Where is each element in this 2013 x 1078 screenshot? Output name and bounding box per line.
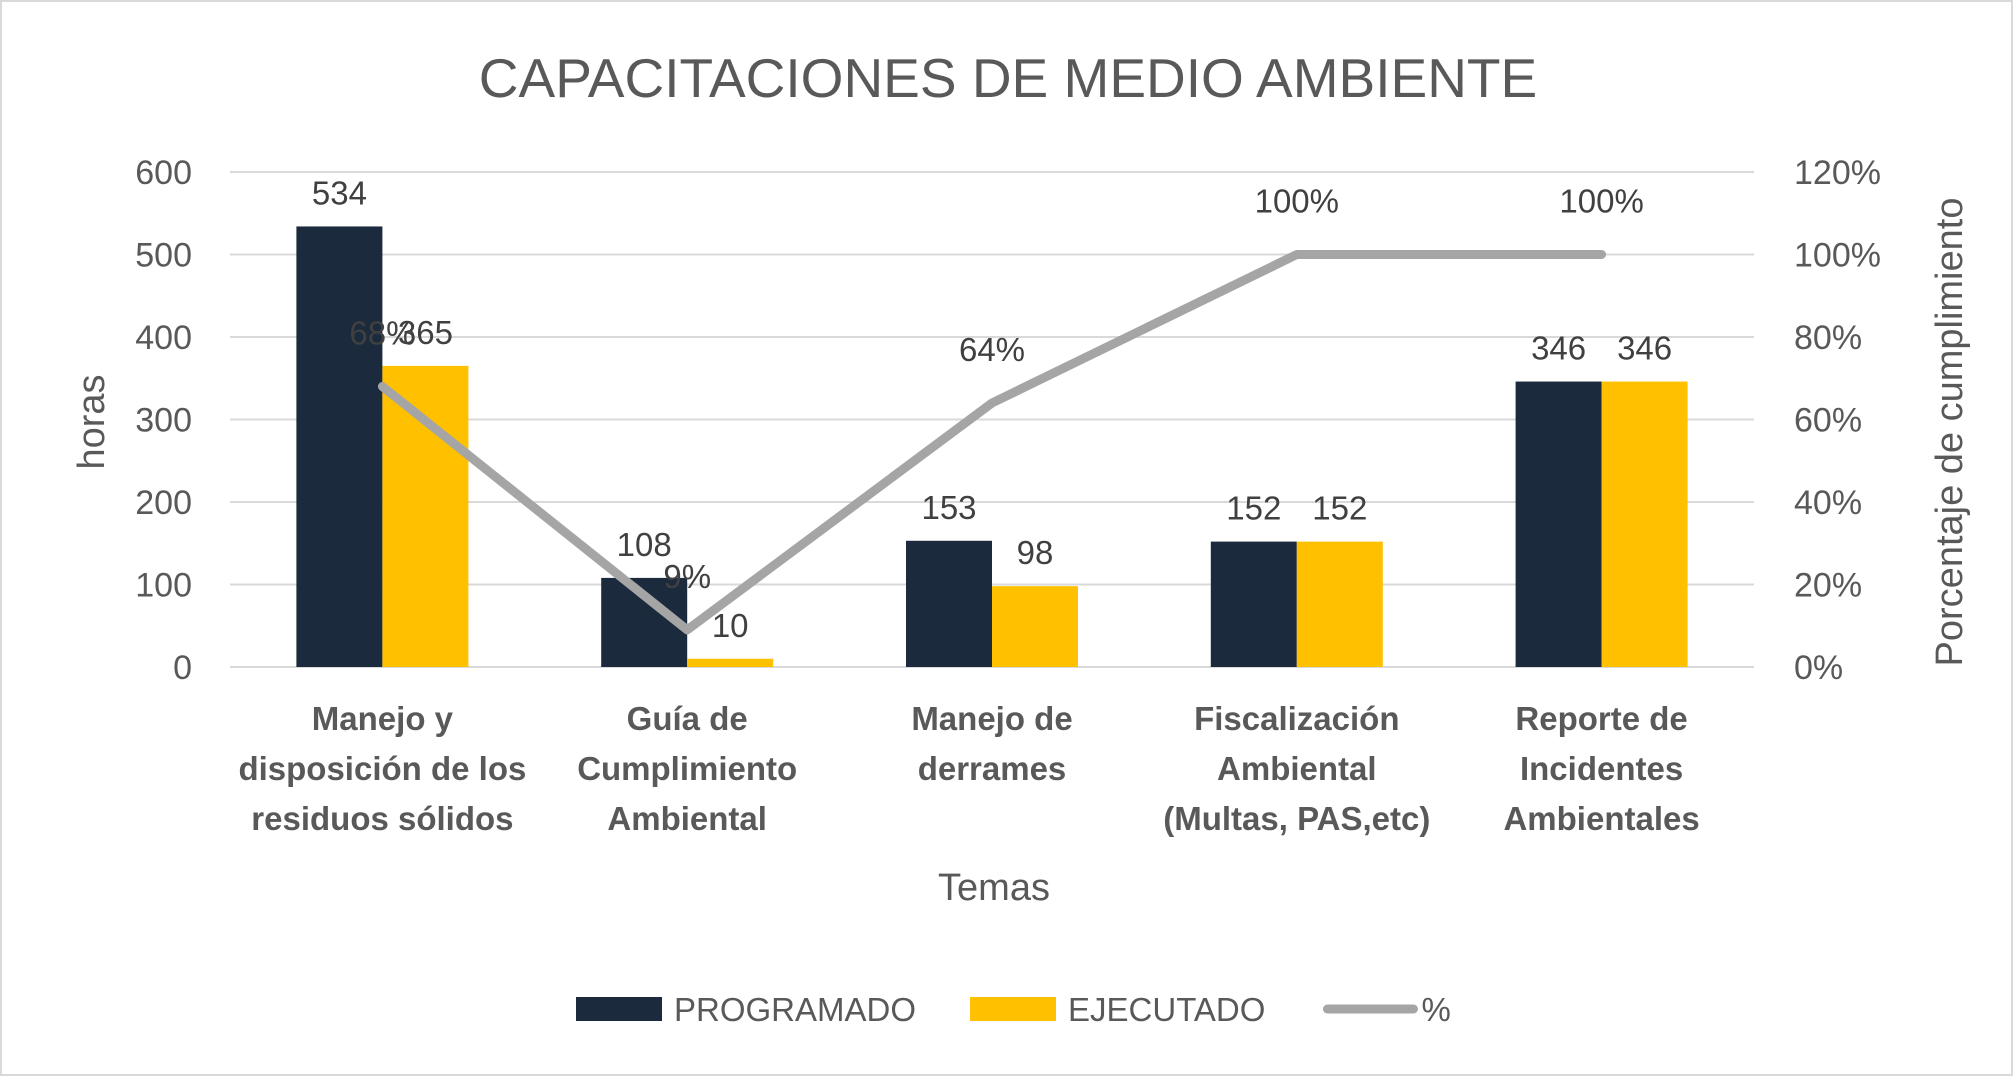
bar-value-label: 534 xyxy=(312,174,367,211)
data-labels: 534 108 153 152 346 365 10 98 152 346 68% 9% 64% 100%… xyxy=(312,174,1672,643)
bar-ejecutado xyxy=(992,586,1078,667)
bar-value-label: 153 xyxy=(921,489,976,526)
category-label-line: Ambiental xyxy=(1217,750,1377,787)
y2-tick-label: 20% xyxy=(1794,567,1862,605)
category-label-line: Manejo de xyxy=(911,700,1072,737)
y-tick-label: 300 xyxy=(135,402,192,440)
bar-programado xyxy=(906,540,992,667)
y-tick-label: 100 xyxy=(135,567,192,605)
line-series xyxy=(377,250,1607,635)
legend-swatch xyxy=(970,997,1057,1021)
y-tick-label: 600 xyxy=(135,154,192,192)
bar-ejecutado xyxy=(687,658,774,667)
legend-label: EJECUTADO xyxy=(1068,991,1265,1028)
category-label-line: Cumplimiento xyxy=(577,750,797,787)
line-point xyxy=(381,385,384,388)
bar-ejecutado xyxy=(1296,541,1383,667)
category-label: Fiscalización Ambiental (Multas, PAS,etc) xyxy=(1163,700,1430,837)
category-labels: Manejo y disposición de los residuos sólid… xyxy=(238,700,1699,837)
bar-value-label: 108 xyxy=(617,526,672,563)
line-value-label: 64% xyxy=(959,331,1025,368)
bar-value-label: 152 xyxy=(1226,490,1281,527)
legend: PROGRAMADO EJECUTADO% xyxy=(576,991,1451,1028)
legend-label: PROGRAMADO xyxy=(674,991,916,1028)
legend-label: % xyxy=(1421,991,1450,1028)
category-label-line: Fiscalización xyxy=(1194,700,1399,737)
gridlines xyxy=(230,171,1754,668)
bar-ejecutado xyxy=(1601,381,1688,667)
y2-tick-label: 120% xyxy=(1794,154,1881,192)
category-label-line: Manejo y xyxy=(312,700,454,737)
bar-value-label: 365 xyxy=(398,314,453,351)
line-point xyxy=(1600,253,1603,256)
line-point xyxy=(686,628,689,631)
x-axis-title: Temas xyxy=(938,867,1050,909)
category-label-line: disposición de los xyxy=(238,750,526,787)
y-axis-title: horas xyxy=(71,374,113,469)
bar-series xyxy=(296,226,1688,667)
category-label-line: Incidentes xyxy=(1520,750,1683,787)
line-point xyxy=(1295,253,1298,256)
bar-programado xyxy=(296,226,383,667)
line-point xyxy=(991,402,993,404)
chart-title: CAPACITACIONES DE MEDIO AMBIENTE xyxy=(479,47,1537,109)
bar-programado xyxy=(1515,381,1602,667)
bar-value-label: 346 xyxy=(1531,330,1586,367)
y-tick-label: 200 xyxy=(135,484,192,522)
category-label-line: Ambiental xyxy=(607,800,767,837)
y2-axis-title: Porcentaje de cumplimiento xyxy=(1929,198,1971,667)
y-tick-label: 400 xyxy=(135,319,192,357)
category-label-line: Reporte de xyxy=(1515,700,1687,737)
y2-tick-label: 80% xyxy=(1794,319,1862,357)
category-label-line: derrames xyxy=(918,750,1067,787)
category-label: Manejo de derrames xyxy=(911,700,1072,787)
category-label-line: residuos sólidos xyxy=(251,800,513,837)
bar-ejecutado xyxy=(382,365,469,667)
line-value-label: 68% xyxy=(349,315,415,352)
line-value-label: 9% xyxy=(663,558,711,595)
category-label-line: Ambientales xyxy=(1503,800,1699,837)
bar-programado xyxy=(1210,541,1297,667)
bar-value-label: 346 xyxy=(1617,330,1672,367)
line-value-label: 100% xyxy=(1255,183,1339,220)
category-label: Manejo y disposición de los residuos sólid… xyxy=(238,700,526,837)
category-label: Guía de Cumplimiento Ambiental xyxy=(577,700,797,837)
y2-tick-label: 40% xyxy=(1794,484,1862,522)
bar-value-label: 98 xyxy=(1017,534,1054,571)
y2-tick-label: 60% xyxy=(1794,402,1862,440)
category-label: Reporte de Incidentes Ambientales xyxy=(1503,700,1699,837)
y-tick-label: 0 xyxy=(173,649,192,687)
category-label-line: Guía de xyxy=(627,700,748,737)
y2-tick-label: 0% xyxy=(1794,649,1843,687)
category-label-line: (Multas, PAS,etc) xyxy=(1163,800,1430,837)
y2-tick-label: 100% xyxy=(1794,237,1881,275)
y-tick-label: 500 xyxy=(135,237,192,275)
line-value-label: 100% xyxy=(1559,183,1643,220)
bar-value-label: 152 xyxy=(1312,490,1367,527)
y2-axis-ticks: 0% 20% 40% 60% 80% 100% 120% xyxy=(1794,154,1881,687)
legend-swatch xyxy=(576,997,662,1021)
bar-value-label: 10 xyxy=(712,607,749,644)
y-axis-ticks: 0 100 200 300 400 500 600 xyxy=(135,154,192,687)
